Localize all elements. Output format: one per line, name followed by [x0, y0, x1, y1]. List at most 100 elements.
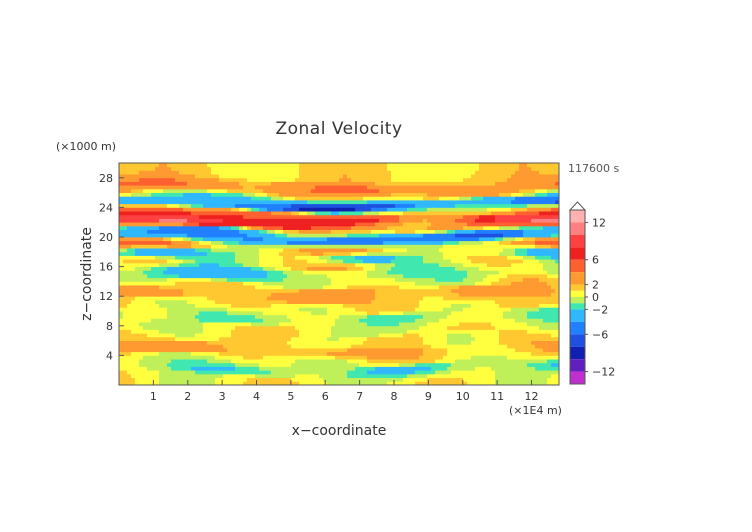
- field-cell: [375, 314, 380, 319]
- field-cell: [411, 348, 416, 353]
- field-cell: [195, 370, 200, 375]
- field-cell: [147, 336, 152, 341]
- field-cell: [267, 344, 272, 349]
- field-cell: [523, 262, 528, 267]
- field-cell: [227, 288, 232, 293]
- field-cell: [183, 355, 188, 360]
- field-cell: [179, 311, 184, 316]
- field-cell: [439, 259, 444, 264]
- field-cell: [495, 355, 500, 360]
- field-cell: [183, 307, 188, 312]
- field-cell: [463, 370, 468, 375]
- field-cell: [295, 214, 300, 219]
- field-cell: [427, 322, 432, 327]
- field-cell: [143, 233, 148, 238]
- field-cell: [407, 296, 412, 301]
- field-cell: [123, 348, 128, 353]
- field-cell: [199, 285, 204, 290]
- field-cell: [415, 281, 420, 286]
- field-cell: [183, 277, 188, 282]
- field-cell: [303, 270, 308, 275]
- field-cell: [199, 229, 204, 234]
- field-cell: [455, 314, 460, 319]
- field-cell: [235, 299, 240, 304]
- field-cell: [327, 307, 332, 312]
- field-cell: [139, 255, 144, 260]
- field-cell: [219, 266, 224, 271]
- field-cell: [551, 274, 556, 279]
- field-cell: [555, 318, 560, 323]
- field-cell: [339, 296, 344, 301]
- field-cell: [479, 274, 484, 279]
- field-cell: [363, 362, 368, 367]
- field-cell: [187, 292, 192, 297]
- field-cell: [331, 296, 336, 301]
- field-cell: [391, 303, 396, 308]
- field-cell: [327, 344, 332, 349]
- field-cell: [163, 314, 168, 319]
- field-cell: [519, 362, 524, 367]
- field-cell: [279, 359, 284, 364]
- field-cell: [495, 307, 500, 312]
- field-cell: [323, 370, 328, 375]
- field-cell: [183, 311, 188, 316]
- field-cell: [551, 311, 556, 316]
- field-cell: [195, 333, 200, 338]
- field-cell: [243, 377, 248, 382]
- field-cell: [447, 259, 452, 264]
- field-cell: [183, 325, 188, 330]
- field-cell: [175, 244, 180, 249]
- field-cell: [303, 336, 308, 341]
- field-cell: [195, 240, 200, 245]
- field-cell: [499, 233, 504, 238]
- field-cell: [227, 333, 232, 338]
- field-cell: [459, 296, 464, 301]
- field-cell: [383, 292, 388, 297]
- field-cell: [159, 255, 164, 260]
- field-cell: [395, 311, 400, 316]
- field-cell: [531, 322, 536, 327]
- field-cell: [175, 248, 180, 253]
- field-cell: [331, 218, 336, 223]
- field-cell: [215, 307, 220, 312]
- field-cell: [239, 225, 244, 230]
- field-cell: [219, 318, 224, 323]
- field-cell: [527, 288, 532, 293]
- field-cell: [403, 314, 408, 319]
- field-cell: [419, 251, 424, 256]
- field-cell: [315, 329, 320, 334]
- field-cell: [527, 251, 532, 256]
- field-cell: [263, 229, 268, 234]
- field-cell: [427, 340, 432, 345]
- field-cell: [227, 274, 232, 279]
- field-cell: [427, 240, 432, 245]
- field-cell: [515, 255, 520, 260]
- field-cell: [403, 333, 408, 338]
- field-cell: [315, 381, 320, 386]
- field-cell: [247, 288, 252, 293]
- field-cell: [383, 318, 388, 323]
- field-cell: [191, 359, 196, 364]
- field-cell: [131, 251, 136, 256]
- field-cell: [451, 366, 456, 371]
- field-cell: [375, 229, 380, 234]
- field-cell: [195, 381, 200, 386]
- field-cell: [351, 248, 356, 253]
- field-cell: [343, 270, 348, 275]
- field-cell: [511, 240, 516, 245]
- field-cell: [279, 325, 284, 330]
- field-cell: [527, 274, 532, 279]
- field-cell: [211, 225, 216, 230]
- field-cell: [479, 366, 484, 371]
- field-cell: [275, 366, 280, 371]
- field-cell: [387, 373, 392, 378]
- field-cell: [215, 336, 220, 341]
- field-cell: [351, 237, 356, 242]
- field-cell: [535, 266, 540, 271]
- field-cell: [543, 255, 548, 260]
- field-cell: [179, 277, 184, 282]
- field-cell: [419, 237, 424, 242]
- field-cell: [243, 251, 248, 256]
- field-cell: [135, 259, 140, 264]
- field-cell: [523, 381, 528, 386]
